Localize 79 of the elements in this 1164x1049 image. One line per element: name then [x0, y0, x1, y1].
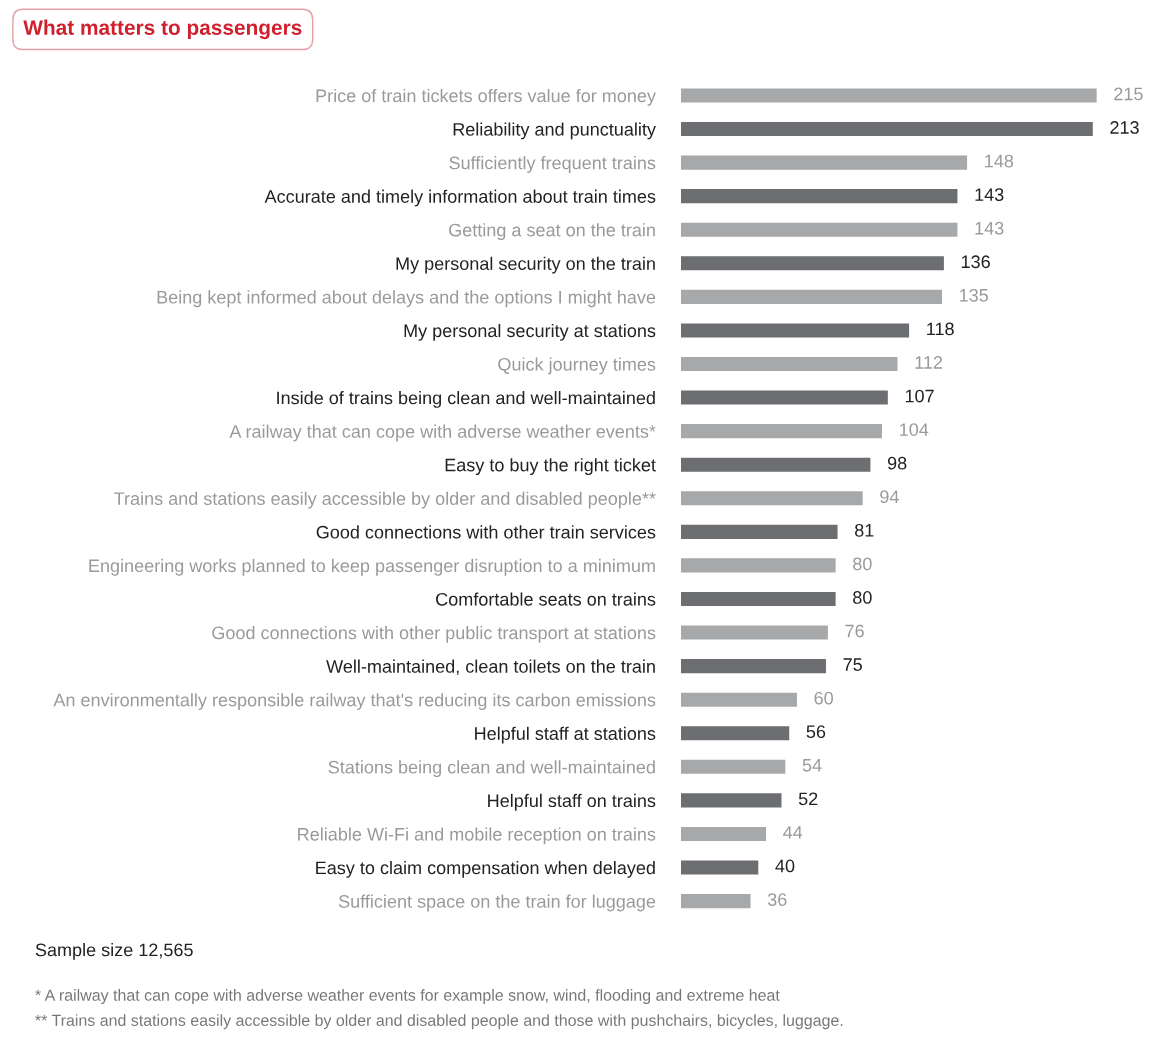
y-tick-label: Trains and stations easily accessible by older and disabled people**	[114, 491, 656, 509]
bar	[680, 457, 871, 472]
y-tick-label: Reliable Wi-Fi and mobile reception on trains	[298, 827, 656, 845]
bar	[680, 826, 767, 841]
bar	[680, 390, 888, 405]
data-label: 143	[975, 221, 1004, 235]
bar	[680, 222, 958, 237]
data-label: 98	[887, 456, 907, 470]
data-label: 60	[814, 691, 833, 705]
data-label: 44	[783, 826, 803, 839]
data-label: 52	[798, 792, 818, 806]
bar	[680, 121, 1093, 137]
y-tick-label: Getting a seat on the train	[449, 223, 655, 241]
data-label: 54	[802, 759, 822, 772]
data-label: 118	[927, 322, 954, 336]
bar	[680, 591, 836, 607]
data-label: 136	[961, 255, 990, 269]
data-label: 143	[975, 188, 1004, 202]
bar	[680, 558, 836, 573]
data-label: 56	[806, 725, 826, 739]
y-tick-label: My personal security on the train	[396, 256, 655, 274]
text: * A railway that can cope with adverse weather events for example snow, wind, flooding and extreme heat	[35, 989, 780, 1004]
bar	[680, 256, 944, 271]
y-tick-label: Comfortable seats on trains	[436, 592, 656, 606]
text: ** Trains and stations easily accessible by older and disabled people and those with pushchairs, bicycles, luggage.	[35, 1014, 843, 1030]
data-label: 76	[845, 624, 864, 638]
y-tick-label: Good connections with other public transport at stations	[212, 626, 656, 643]
data-label: 94	[880, 490, 899, 504]
bar	[680, 356, 898, 372]
y-tick-label: Sufficiently frequent trains	[449, 156, 656, 173]
y-tick-label: Quick journey times	[498, 357, 656, 375]
data-label: 81	[855, 523, 874, 537]
y-tick-label: Price of train tickets offers value for money	[316, 88, 656, 106]
y-tick-label: Good connections with other train services	[316, 525, 656, 539]
bar	[680, 692, 797, 707]
bar	[680, 659, 826, 674]
text: Sample size 12,565	[35, 943, 193, 960]
y-tick-label: My personal security at stations	[404, 323, 656, 341]
bar	[680, 860, 759, 875]
y-tick-label: An environmentally responsible railway that's reducing its carbon emissions	[53, 693, 656, 710]
bar	[680, 894, 751, 909]
y-tick-label: Well-maintained, clean toilets on the train	[326, 659, 655, 675]
data-label: 215	[1114, 87, 1143, 101]
y-tick-label: Reliability and punctuality	[453, 122, 656, 140]
bar	[680, 189, 958, 204]
bar	[680, 491, 863, 506]
y-tick-label: Being kept informed about delays and the options I might have	[157, 290, 656, 308]
y-tick-label: Accurate and timely information about train times	[264, 189, 656, 207]
data-label: 80	[853, 591, 872, 604]
y-tick-label: Sufficient space on the train for luggage	[338, 894, 656, 912]
bar	[680, 88, 1097, 103]
data-label: 104	[900, 423, 929, 436]
bar	[680, 323, 910, 338]
data-label: 80	[853, 557, 872, 571]
y-tick-label: Easy to claim compensation when delayed	[316, 860, 655, 878]
y-tick-label: A railway that can cope with adverse weather events*	[229, 424, 656, 442]
bar	[680, 524, 838, 539]
bar	[680, 726, 790, 741]
data-label: 135	[960, 288, 988, 302]
data-label: 213	[1110, 121, 1139, 134]
data-label: 148	[985, 154, 1014, 168]
bar	[680, 424, 883, 439]
bar	[680, 793, 782, 808]
bar	[680, 155, 968, 170]
text: What matters to passengers	[23, 19, 302, 40]
data-label: 40	[775, 859, 795, 873]
data-label: 112	[915, 356, 943, 369]
y-tick-label: Easy to buy the right ticket	[445, 458, 656, 475]
y-tick-label: Helpful staff on trains	[488, 793, 656, 811]
y-tick-label: Helpful staff at stations	[475, 726, 656, 744]
y-tick-label: Inside of trains being clean and well-maintained	[277, 391, 655, 408]
bar	[680, 625, 828, 640]
data-label: 36	[767, 893, 787, 906]
y-tick-label: Engineering works planned to keep passenger disruption to a minimum	[89, 558, 655, 576]
data-label: 107	[905, 389, 934, 403]
y-tick-label: Stations being clean and well-maintained	[328, 760, 655, 778]
data-label: 75	[843, 658, 862, 671]
bar	[680, 759, 786, 774]
bar	[680, 289, 942, 304]
